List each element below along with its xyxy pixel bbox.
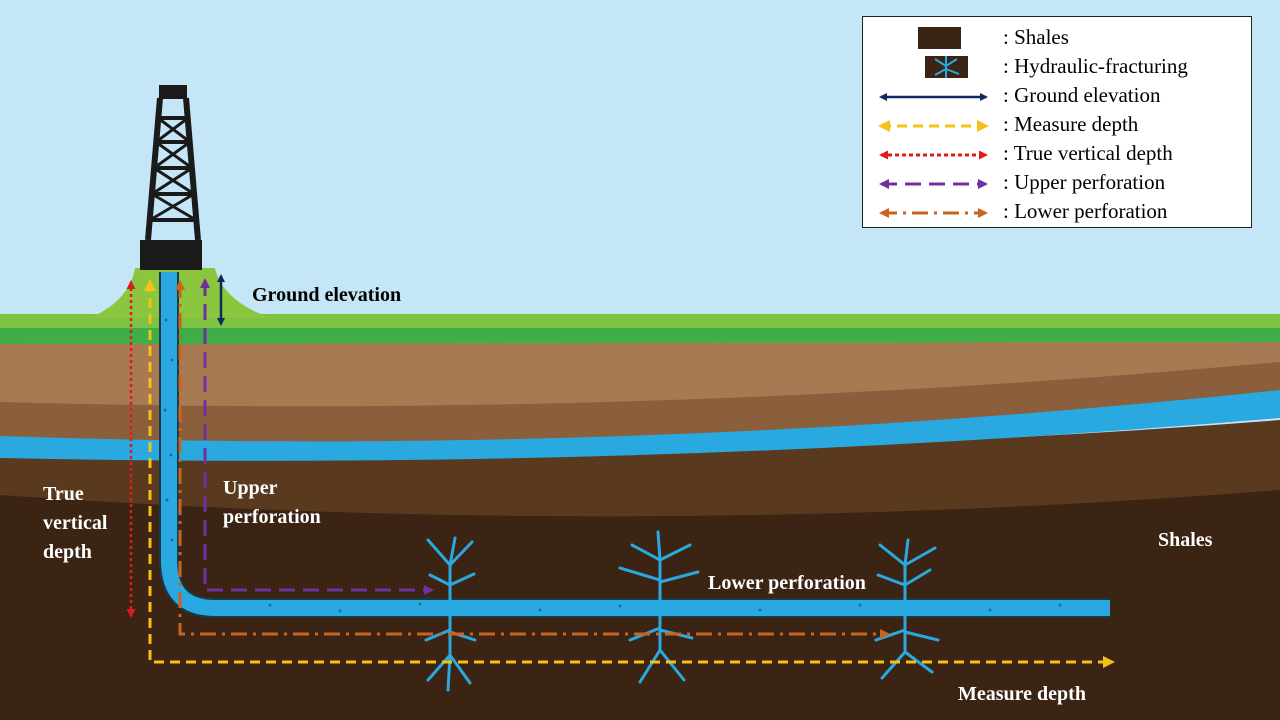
legend-label: : Upper perforation	[1003, 170, 1166, 194]
legend-label: : Hydraulic-fracturing	[1003, 54, 1188, 78]
legend-item-true-vertical-depth: : True vertical depth	[863, 139, 1251, 167]
upper-perforation-label-2: perforation	[223, 506, 321, 528]
legend-item-shales: : Shales	[863, 23, 1251, 51]
fracture-swatch-icon	[925, 56, 968, 78]
true-vertical-depth-label-3: depth	[43, 541, 92, 563]
upper-perforation-label-1: Upper	[223, 477, 278, 499]
lower-perforation-label: Lower perforation	[708, 572, 866, 594]
ground-elevation-label: Ground elevation	[252, 284, 401, 306]
dash-dot-double-arrow-icon	[879, 208, 988, 218]
legend-item-upper-perforation: : Upper perforation	[863, 168, 1251, 196]
legend-label: : Lower perforation	[1003, 199, 1168, 223]
solid-double-arrow-icon	[879, 93, 988, 101]
shales-label: Shales	[1158, 529, 1213, 551]
legend-label: : Ground elevation	[1003, 83, 1161, 107]
legend-item-lower-perforation: : Lower perforation	[863, 197, 1251, 225]
dashed-double-arrow-icon	[878, 120, 989, 132]
drilling-derrick	[140, 85, 202, 270]
legend-label: : True vertical depth	[1003, 141, 1173, 165]
grass-dark-band	[0, 328, 1280, 344]
legend-label: : Shales	[1003, 25, 1069, 49]
legend-item-hydraulic-fracturing: : Hydraulic-fracturing	[863, 52, 1251, 80]
measure-depth-label: Measure depth	[958, 683, 1086, 705]
dotted-double-arrow-icon	[879, 150, 988, 160]
true-vertical-depth-label-2: vertical	[43, 512, 108, 534]
legend: : Shales : Hydraulic-fracturing : Ground…	[862, 16, 1252, 228]
legend-label: : Measure depth	[1003, 112, 1139, 136]
long-dash-double-arrow-icon	[879, 179, 988, 189]
legend-item-ground-elevation: : Ground elevation	[863, 81, 1251, 109]
true-vertical-depth-label-1: True	[43, 483, 84, 505]
lower-perforation-arrow	[175, 280, 890, 639]
legend-item-measure-depth: : Measure depth	[863, 110, 1251, 138]
shale-swatch-icon	[918, 27, 961, 49]
